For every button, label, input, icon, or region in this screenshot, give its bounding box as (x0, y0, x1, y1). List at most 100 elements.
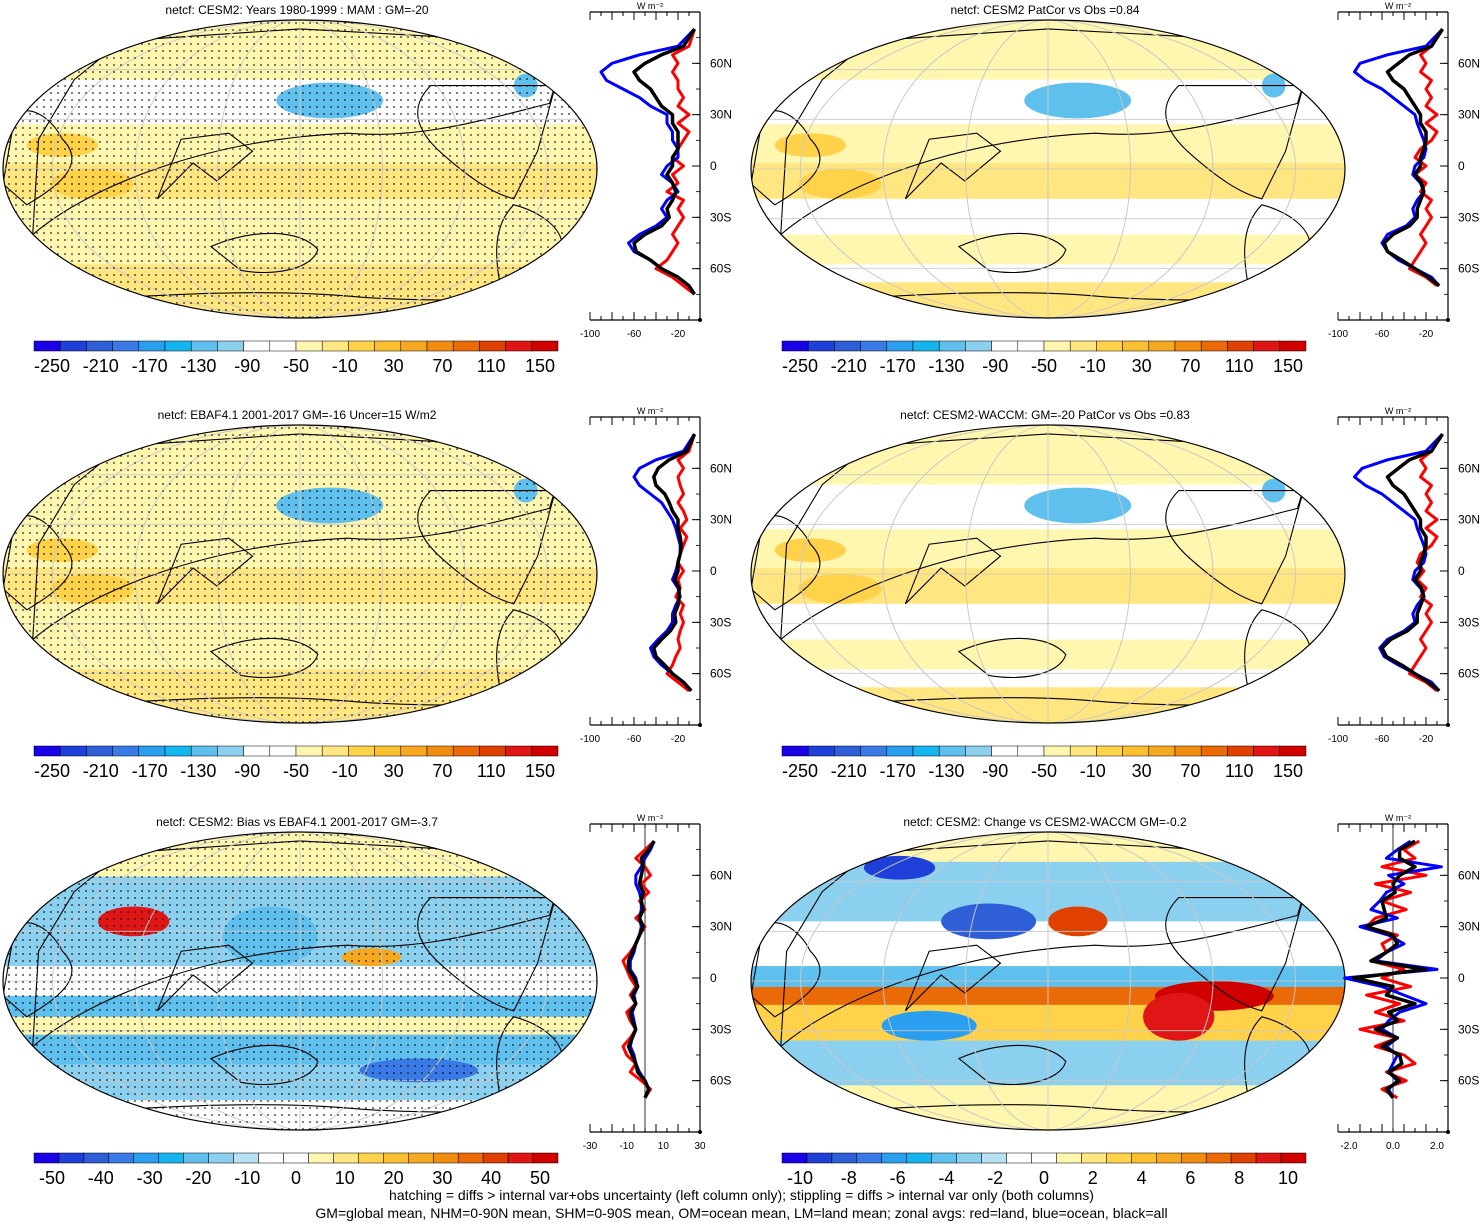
zonal-land-line (667, 434, 695, 691)
colorbar-label: -170 (880, 356, 916, 376)
map (3, 832, 597, 1131)
profile-unit: W m⁻² (1385, 406, 1411, 416)
profile-end-dot (1446, 318, 1450, 322)
stippling (3, 20, 597, 318)
colorbar-label: -10 (787, 1168, 813, 1188)
colorbar-label: 150 (525, 356, 555, 376)
colorbar-swatch (34, 1153, 59, 1163)
profile-lat-label: 60N (1458, 56, 1480, 70)
profile-lat-label: 30S (1458, 1022, 1479, 1036)
colorbar-label: 8 (1234, 1168, 1244, 1188)
profile-xtick-label: -60 (627, 734, 642, 745)
colorbar-swatch (834, 341, 860, 351)
colorbar-swatch (1280, 746, 1306, 756)
profile-xtick-label: -20 (671, 329, 686, 340)
colorbar-label: 70 (1180, 356, 1200, 376)
colorbar-swatch (506, 341, 532, 351)
colorbar-swatch (832, 1153, 857, 1163)
colorbar-swatch (113, 746, 139, 756)
profile-xtick-label: 0.0 (1386, 1141, 1400, 1152)
profile-lat-label: 30N (710, 513, 732, 527)
colorbar-swatch (965, 746, 991, 756)
colorbar-swatch (907, 1153, 932, 1163)
colorbar-swatch (308, 1153, 333, 1163)
map-anomaly (799, 574, 882, 604)
colorbar-swatch (1175, 341, 1201, 351)
colorbar-swatch (1096, 341, 1122, 351)
profile-lat-label: 30N (1458, 108, 1480, 122)
profile-xtick-label: 2.0 (1430, 1141, 1444, 1152)
zonal-all-line (629, 841, 655, 1098)
colorbar-swatch (861, 746, 887, 756)
colorbar-label: 110 (477, 761, 506, 781)
caption-hatching: hatching = diffs > internal var+obs unce… (0, 1187, 1483, 1204)
profile-lat-label: 30N (1458, 513, 1480, 527)
profile-lat-label: 30S (710, 615, 731, 629)
colorbar-label: 70 (432, 761, 452, 781)
colorbar-swatch (60, 341, 86, 351)
colorbar-label: 6 (1185, 1168, 1195, 1188)
colorbar-swatch (348, 341, 374, 351)
colorbar-swatch (322, 341, 348, 351)
profile-lat-label: 60S (1458, 262, 1479, 276)
colorbar-swatch (1254, 341, 1280, 351)
colorbar-swatch (270, 746, 296, 756)
caption-means: GM=global mean, NHM=0-90N mean, SHM=0-90… (0, 1205, 1483, 1222)
colorbar-swatch (191, 746, 217, 756)
colorbar-label: 70 (1180, 761, 1200, 781)
profile-lat-label: 30S (710, 210, 731, 224)
colorbar-label: -130 (180, 761, 216, 781)
profile-lat-label: 30S (1458, 615, 1479, 629)
colorbar-swatch (782, 746, 808, 756)
colorbar-label: -50 (39, 1168, 65, 1188)
colorbar-swatch (1201, 746, 1227, 756)
colorbar-label: -90 (982, 356, 1008, 376)
colorbar-swatch (1149, 341, 1175, 351)
colorbar-label: 110 (1225, 356, 1254, 376)
colorbar-label: 110 (1225, 761, 1254, 781)
zonal-land-line (656, 29, 695, 294)
stippling (3, 425, 597, 723)
profile-lat-label: 60N (710, 461, 732, 475)
colorbar-swatch (348, 746, 374, 756)
colorbar-swatch (375, 341, 401, 351)
colorbar-label: 50 (530, 1168, 550, 1188)
colorbar-swatch (134, 1153, 159, 1163)
colorbar-swatch (887, 341, 913, 351)
colorbar-swatch (957, 1153, 982, 1163)
profile-lat-label: 30N (1458, 920, 1480, 934)
colorbar-label: 30 (384, 761, 404, 781)
colorbar-swatch (284, 1153, 309, 1163)
profile-xtick-label: -20 (1419, 734, 1434, 745)
colorbar-swatch (782, 341, 808, 351)
colorbar-swatch (159, 1153, 184, 1163)
colorbar-swatch (533, 1153, 558, 1163)
colorbar-label: 70 (432, 356, 452, 376)
colorbar-swatch (1123, 341, 1149, 351)
colorbar-label: 30 (1132, 761, 1152, 781)
zonal-ocean-line (601, 29, 695, 286)
colorbar-swatch (882, 1153, 907, 1163)
colorbar-swatch (139, 746, 165, 756)
profile-lat-label: 60N (1458, 461, 1480, 475)
colorbar-swatch (932, 1153, 957, 1163)
profile-xtick-label: -20 (671, 734, 686, 745)
colorbar-swatch (1131, 1153, 1156, 1163)
colorbar-label: -210 (831, 356, 867, 376)
colorbar-swatch (165, 746, 191, 756)
colorbar-label: -20 (185, 1168, 211, 1188)
colorbar-swatch (1280, 341, 1306, 351)
map-anomaly (941, 904, 1036, 940)
profile-xtick-label: -100 (1328, 329, 1348, 340)
zonal-all-line (1353, 841, 1426, 1098)
profile-xtick-label: -100 (580, 329, 600, 340)
colorbar-swatch (1201, 341, 1227, 351)
profile-xtick-label: -100 (1328, 734, 1348, 745)
profile-lat-label: 60S (710, 1074, 731, 1088)
colorbar-label: -8 (841, 1168, 857, 1188)
profile-lat-label: 60N (710, 56, 732, 70)
